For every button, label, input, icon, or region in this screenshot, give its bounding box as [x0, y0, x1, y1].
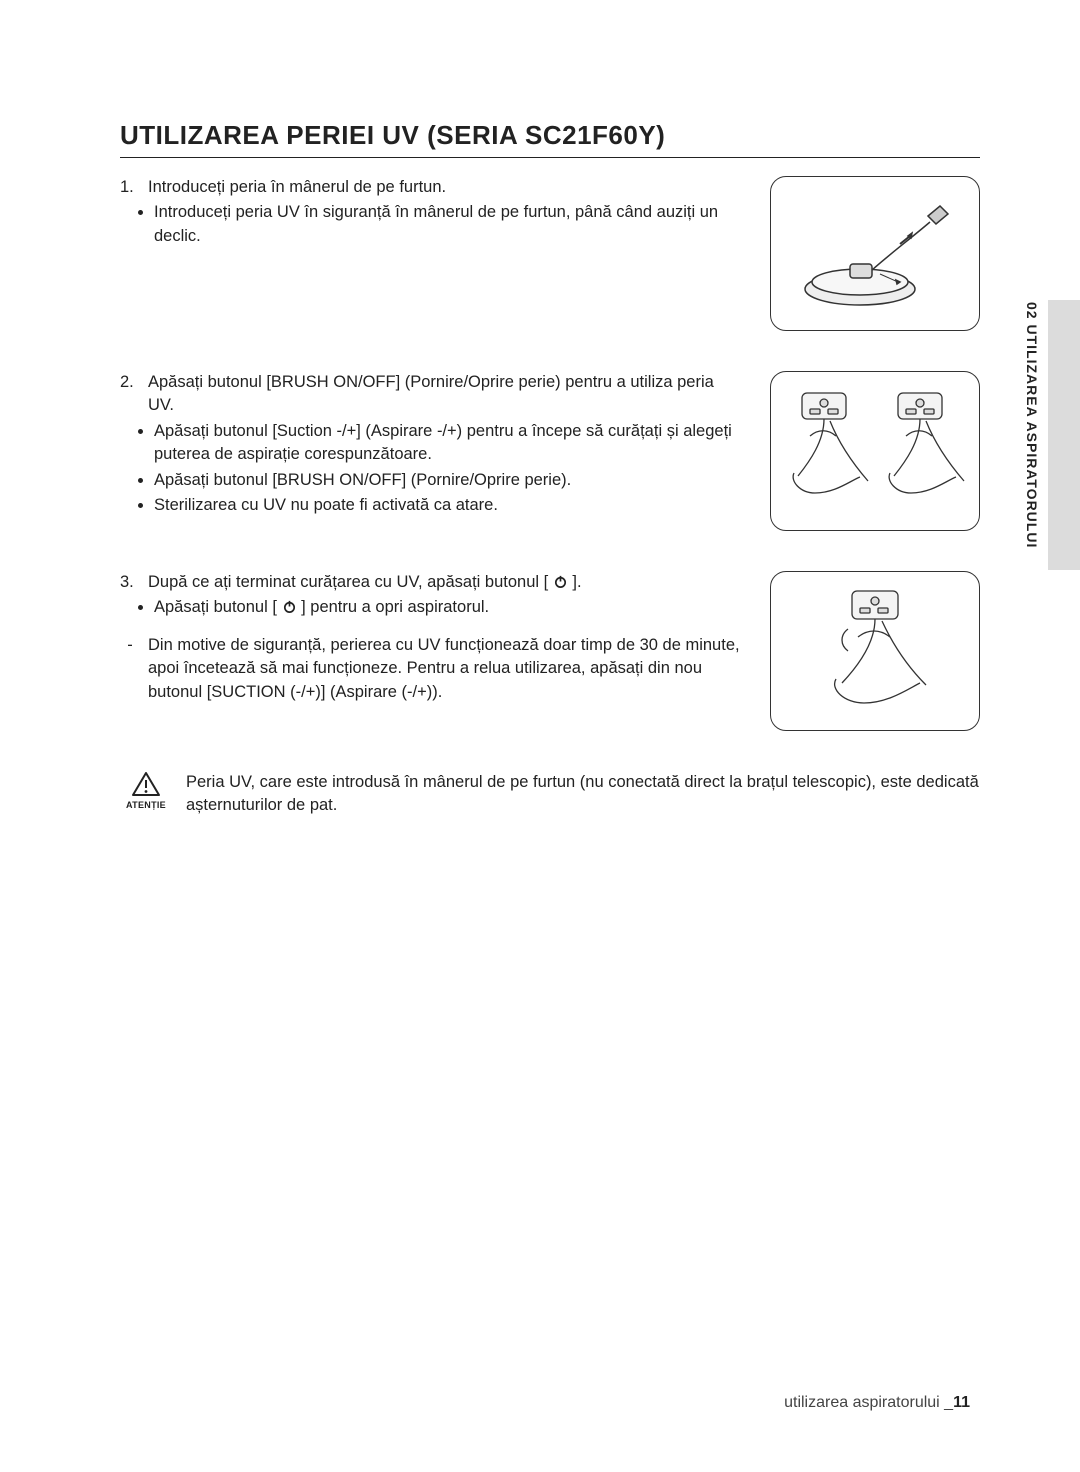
heading-rule: [120, 157, 980, 158]
power-icon: [553, 574, 568, 589]
step-3-lead: După ce ați terminat curățarea cu UV, ap…: [148, 571, 582, 594]
step-2-number: 2.: [120, 371, 140, 418]
step-2-text: 2. Apăsați butonul [BRUSH ON/OFF] (Porni…: [120, 371, 740, 518]
page-footer: utilizarea aspiratorului _11: [784, 1394, 970, 1412]
step-1: 1. Introduceți peria în mânerul de pe fu…: [120, 176, 980, 331]
step-3-note: - Din motive de siguranță, perierea cu U…: [120, 634, 740, 704]
caution-icon-col: ATENȚIE: [120, 771, 172, 812]
step-1-bullet: Introduceți peria UV în siguranță în mân…: [154, 201, 740, 248]
caution-text: Peria UV, care este introdusă în mânerul…: [186, 771, 980, 818]
step-1-number: 1.: [120, 176, 140, 199]
caution-icon: [131, 771, 161, 797]
step-2: 2. Apăsați butonul [BRUSH ON/OFF] (Porni…: [120, 371, 980, 531]
step-1-text: 1. Introduceți peria în mânerul de pe fu…: [120, 176, 740, 248]
step-3-text: 3. După ce ați terminat curățarea cu UV,…: [120, 571, 740, 704]
step-2-bullet-2: Apăsați butonul [BRUSH ON/OFF] (Pornire/…: [154, 469, 740, 492]
section-tab-label: 02 UTILIZAREA ASPIRATORULUI: [1024, 302, 1040, 548]
caution-label: ATENȚIE: [126, 799, 166, 812]
step-3-number: 3.: [120, 571, 140, 594]
step-3: 3. După ce ați terminat curățarea cu UV,…: [120, 571, 980, 731]
page-number: 11: [953, 1394, 970, 1411]
step-3-bullet: Apăsați butonul [ ] pentru a opri aspira…: [154, 596, 740, 619]
step-1-lead: Introduceți peria în mânerul de pe furtu…: [148, 176, 446, 199]
section-tab-bg: [1048, 300, 1080, 570]
step-2-bullet-1: Apăsați butonul [Suction -/+] (Aspirare …: [154, 420, 740, 467]
manual-page: 02 UTILIZAREA ASPIRATORULUI UTILIZAREA P…: [0, 0, 1080, 1472]
step-2-bullet-3: Sterilizarea cu UV nu poate fi activată …: [154, 494, 740, 517]
step-2-lead: Apăsați butonul [BRUSH ON/OFF] (Pornire/…: [148, 371, 740, 418]
caution-block: ATENȚIE Peria UV, care este introdusă în…: [120, 771, 980, 818]
step-2-figure: [770, 371, 980, 531]
page-heading: UTILIZAREA PERIEI UV (SERIA SC21F60Y): [120, 120, 980, 151]
power-icon: [282, 599, 297, 614]
step-1-figure: [770, 176, 980, 331]
step-3-figure: [770, 571, 980, 731]
